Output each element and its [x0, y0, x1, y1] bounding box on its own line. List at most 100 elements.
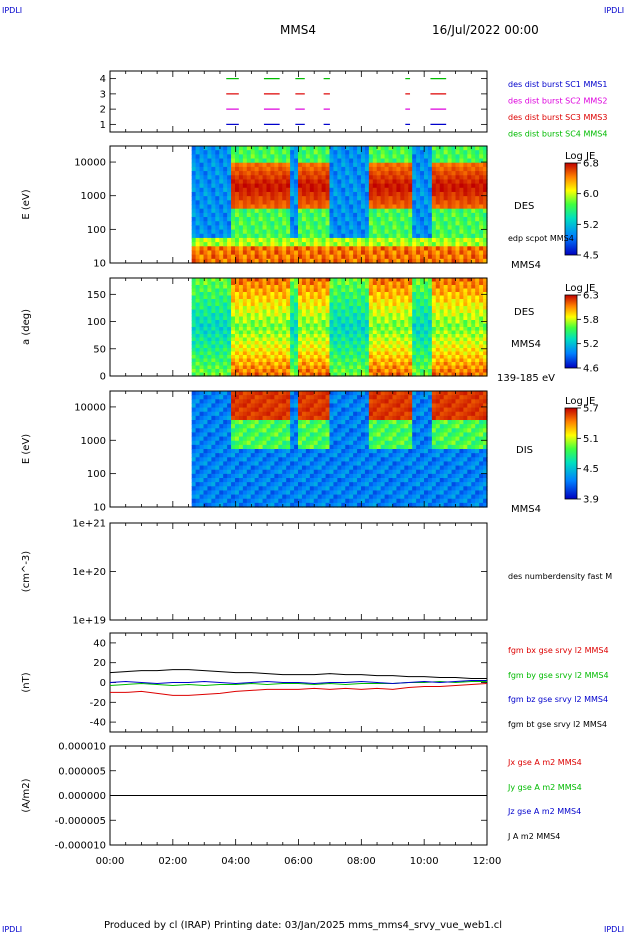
spectrogram-cell: [357, 150, 362, 155]
spectrogram-cell: [246, 403, 252, 409]
spectrogram-cell: [333, 309, 338, 314]
spectrogram-cell: [231, 424, 236, 429]
spectrogram-cell: [262, 200, 268, 206]
spectrogram-cell: [471, 344, 476, 349]
spectrogram-cell: [431, 295, 437, 300]
spectrogram-cell: [333, 362, 338, 367]
spectrogram-cell: [435, 327, 441, 332]
spectrogram-cell: [439, 196, 445, 201]
spectrogram-cell: [278, 196, 283, 201]
spectrogram-cell: [258, 229, 264, 235]
spectrogram-cell: [384, 246, 390, 252]
spectrogram-cell: [258, 341, 264, 346]
spectrogram-cell: [262, 391, 268, 396]
spectrogram-cell: [278, 351, 283, 356]
spectrogram-cell: [258, 179, 264, 185]
spectrogram-cell: [242, 424, 248, 429]
spectrogram-cell: [294, 179, 299, 185]
spectrogram-cell: [400, 358, 405, 363]
spectrogram-cell: [250, 453, 256, 458]
spectrogram-cell: [329, 320, 335, 325]
spectrogram-cell: [238, 399, 244, 405]
spectrogram-cell: [234, 179, 240, 185]
spectrogram-cell: [297, 278, 303, 283]
spectrogram-cell: [357, 221, 362, 226]
spectrogram-cell: [215, 229, 220, 235]
spectrogram-cell: [471, 323, 476, 328]
spectrogram-cell: [211, 494, 216, 500]
spectrogram-cell: [451, 242, 457, 247]
spectrogram-cell: [313, 204, 319, 210]
spectrogram-cell: [353, 217, 358, 222]
spectrogram-cell: [294, 225, 299, 231]
spectrogram-cell: [266, 316, 272, 321]
spectrogram-cell: [388, 250, 394, 256]
spectrogram-cell: [223, 154, 228, 160]
spectrogram-cell: [242, 372, 248, 377]
spectrogram-cell: [349, 166, 354, 172]
spectrogram-cell: [333, 237, 338, 243]
spectrogram-cell: [341, 327, 346, 332]
spectrogram-cell: [207, 237, 212, 243]
spectrogram-cell: [329, 237, 335, 243]
spectrogram-cell: [416, 154, 421, 160]
spectrogram-cell: [349, 295, 354, 300]
spectrogram-cell: [254, 327, 260, 332]
spectrogram-cell: [376, 154, 382, 160]
spectrogram-cell: [392, 323, 398, 328]
spectrogram-cell: [317, 217, 323, 222]
spectrogram-cell: [439, 344, 445, 349]
spectrogram-cell: [294, 204, 299, 210]
spectrogram-cell: [227, 365, 232, 370]
spectrogram-cell: [219, 281, 224, 286]
spectrogram-cell: [459, 295, 464, 300]
spectrogram-cell: [360, 278, 366, 283]
spectrogram-cell: [262, 494, 268, 500]
spectrogram-cell: [368, 306, 374, 311]
spectrogram-cell: [266, 162, 272, 168]
spectrogram-cell: [364, 292, 370, 297]
spectrogram-cell: [380, 299, 386, 304]
spectrogram-cell: [301, 309, 307, 314]
y-tick-label: 0: [100, 372, 106, 383]
spectrogram-cell: [278, 250, 283, 256]
spectrogram-cell: [463, 225, 468, 231]
spectrogram-cell: [349, 171, 354, 176]
spectrogram-cell: [455, 288, 461, 293]
spectrogram-cell: [211, 403, 216, 409]
spectrogram-cell: [215, 196, 220, 201]
spectrogram-cell: [435, 285, 441, 290]
spectrogram-cell: [479, 344, 484, 349]
spectrogram-cell: [270, 254, 275, 260]
spectrogram-cell: [231, 150, 236, 155]
spectrogram-cell: [305, 302, 311, 307]
spectrogram-cell: [392, 288, 398, 293]
spectrogram-cell: [234, 292, 240, 297]
spectrogram-cell: [341, 344, 346, 349]
spectrogram-cell: [479, 158, 484, 164]
spectrogram-cell: [384, 212, 390, 218]
spectrogram-cell: [199, 154, 205, 160]
spectrogram-cell: [357, 242, 362, 247]
spectrogram-cell: [238, 428, 244, 434]
spectrogram-cell: [294, 323, 299, 328]
spectrogram-cell: [191, 403, 197, 409]
spectrogram-cell: [223, 351, 228, 356]
spectrogram-cell: [290, 369, 295, 374]
spectrogram-cell: [234, 162, 240, 168]
spectrogram-cell: [199, 246, 205, 252]
spectrogram-cell: [368, 355, 374, 360]
spectrogram-cell: [250, 246, 256, 252]
spectrogram-cell: [337, 316, 342, 321]
spectrogram-cell: [203, 171, 209, 176]
spectrogram-cell: [325, 187, 331, 193]
spectrogram-cell: [238, 341, 244, 346]
spectrogram-cell: [266, 288, 272, 293]
spectrogram-cell: [238, 254, 244, 260]
spectrogram-cell: [258, 391, 264, 396]
spectrogram-cell: [219, 299, 224, 304]
spectrogram-cell: [207, 403, 212, 409]
spectrogram-cell: [305, 212, 311, 218]
spectrogram-cell: [195, 295, 201, 300]
spectrogram-cell: [439, 288, 445, 293]
